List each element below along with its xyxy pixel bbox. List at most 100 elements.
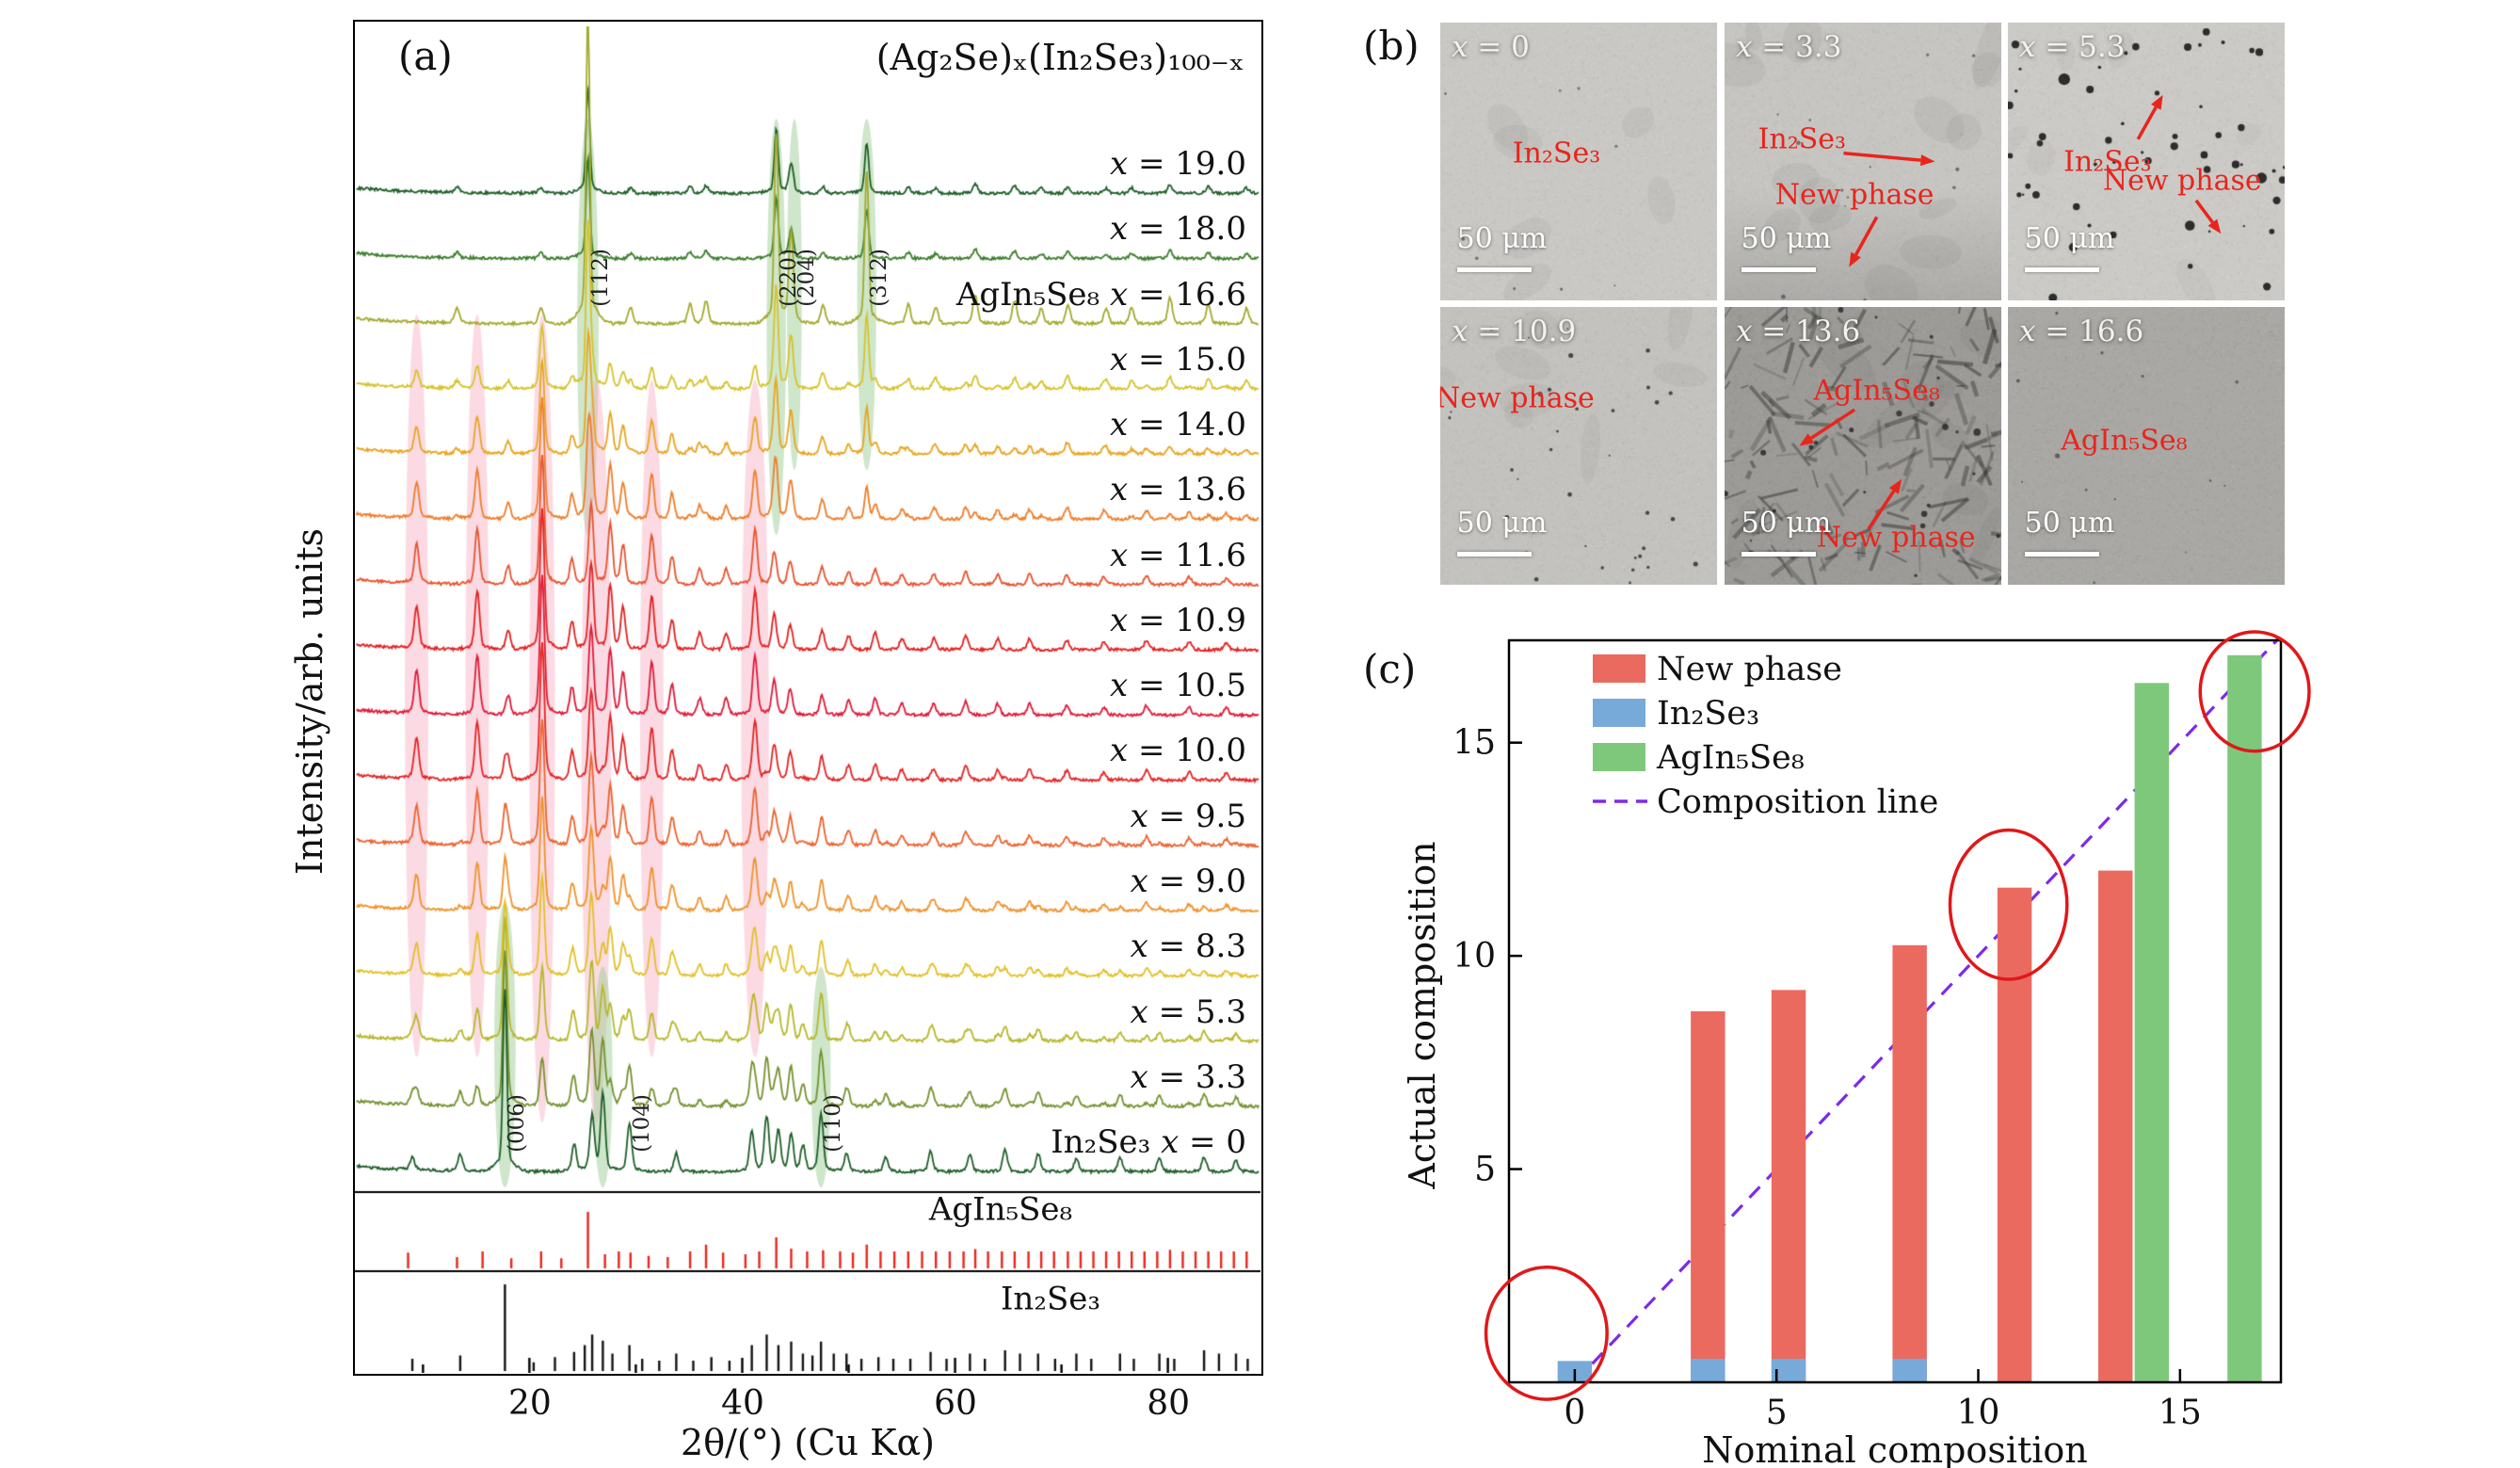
arrow-icon bbox=[1867, 490, 1896, 530]
panel-a: (a) (Ag₂Se)ₓ(In₂Se₃)₁₀₀₋ₓ AgIn₅Se₈ In₂Se… bbox=[353, 20, 1263, 1376]
x-tick-label: 5 bbox=[1766, 1394, 1788, 1432]
panel-b-tag: (b) bbox=[1363, 23, 1420, 69]
scale-bar-label: 50 μm bbox=[2024, 222, 2115, 256]
x-tick-label: 10 bbox=[1957, 1394, 2000, 1432]
peak-label: (204) bbox=[794, 249, 819, 307]
sem-tile-label: x = 0 bbox=[1452, 30, 1530, 64]
curve-label: x = 9.5 bbox=[1130, 797, 1246, 835]
y-tick-label: 5 bbox=[1474, 1151, 1496, 1189]
arrow-head-icon bbox=[1919, 154, 1935, 167]
bar bbox=[2227, 654, 2262, 1382]
highlight-circle bbox=[1948, 828, 2069, 981]
x-tick-label: 20 bbox=[507, 1384, 552, 1423]
curve-label: x = 18.0 bbox=[1110, 210, 1246, 249]
sem-tile-label: x = 13.6 bbox=[1736, 315, 1861, 348]
bar bbox=[1892, 944, 1927, 1382]
panel-a-ylabel: Intensity/arb. units bbox=[289, 527, 331, 876]
sem-arrows bbox=[1799, 408, 1902, 530]
peak-label: (006) bbox=[505, 1094, 530, 1153]
scale-bar-label: 50 μm bbox=[2024, 507, 2115, 540]
panel-a-xlabel: 2θ/(°) (Cu Kα) bbox=[681, 1422, 935, 1463]
legend-label: New phase bbox=[1657, 651, 1842, 688]
sem-image bbox=[1440, 23, 1717, 300]
legend-swatch bbox=[1593, 654, 1645, 683]
peak-label: (104) bbox=[629, 1094, 654, 1153]
arrow-head-icon bbox=[1799, 433, 1815, 446]
sem-image bbox=[1725, 23, 2001, 300]
sem-annotation: AgIn₅Se₈ bbox=[1813, 374, 1940, 407]
scale-bar bbox=[2024, 266, 2099, 272]
sem-annotation: In₂Se₃ bbox=[2063, 145, 2152, 178]
sem-tile: x = 16.6 AgIn₅Se₈ 50 μm bbox=[2008, 307, 2285, 585]
legend-swatch bbox=[1593, 743, 1645, 771]
curve-label: In₂Se₃ x = 0 bbox=[1051, 1123, 1246, 1162]
legend-label: AgIn₅Se₈ bbox=[1656, 739, 1805, 777]
panel-a-title: (Ag₂Se)ₓ(In₂Se₃)₁₀₀₋ₓ bbox=[875, 37, 1244, 78]
sem-tile: x = 3.3 In₂Se₃ New phase 50 μm bbox=[1725, 23, 2001, 300]
bar bbox=[2098, 870, 2133, 1382]
arrow-head-icon bbox=[2151, 94, 2163, 110]
sem-tile: x = 10.9 New phase 50 μm bbox=[1440, 307, 1717, 585]
panel-a-tag: (a) bbox=[398, 33, 453, 79]
curve-label: AgIn₅Se₈ x = 16.6 bbox=[955, 275, 1246, 314]
sem-arrows bbox=[2136, 94, 2222, 234]
sem-annotation: New phase bbox=[1440, 381, 1595, 415]
highlight-circle bbox=[2198, 630, 2311, 753]
scale-bar bbox=[1456, 551, 1532, 557]
sem-annotation: In₂Se₃ bbox=[1758, 122, 1847, 156]
curve-label: x = 10.9 bbox=[1110, 601, 1246, 639]
peak-label: (112) bbox=[587, 249, 613, 307]
bar bbox=[1691, 1011, 1725, 1382]
arrow-head-icon bbox=[2207, 218, 2222, 234]
legend-label: In₂Se₃ bbox=[1657, 695, 1759, 733]
curve-label: x = 3.3 bbox=[1130, 1057, 1246, 1096]
curve-label: x = 8.3 bbox=[1130, 928, 1246, 966]
peak-label: (312) bbox=[866, 249, 891, 307]
sem-image bbox=[2008, 23, 2285, 300]
arrow-icon bbox=[1843, 151, 1921, 162]
curve-label: x = 11.6 bbox=[1110, 536, 1246, 574]
curve-label: x = 14.0 bbox=[1110, 406, 1246, 444]
bar bbox=[2134, 683, 2170, 1382]
arrow-icon bbox=[2136, 105, 2158, 140]
y-tick-label: 15 bbox=[1453, 724, 1496, 763]
sem-tile: x = 0 In₂Se₃ 50 μm bbox=[1440, 23, 1717, 300]
x-tick-label: 0 bbox=[1564, 1394, 1585, 1432]
curve-label: x = 9.0 bbox=[1130, 862, 1246, 900]
scale-bar bbox=[2024, 551, 2099, 557]
sem-image bbox=[2008, 307, 2285, 585]
plot-frame bbox=[1507, 638, 2283, 1384]
sem-tile-label: x = 3.3 bbox=[1736, 30, 1842, 64]
ref-label-agin5se8: AgIn₅Se₈ bbox=[928, 1190, 1073, 1229]
x-tick-label: 15 bbox=[2159, 1394, 2202, 1432]
legend-swatch bbox=[1593, 699, 1645, 727]
curve-label: x = 13.6 bbox=[1110, 471, 1246, 509]
curve-label: x = 5.3 bbox=[1130, 992, 1246, 1031]
peak-label: (110) bbox=[821, 1094, 846, 1153]
arrow-head-icon bbox=[1849, 251, 1861, 267]
panel-c-xlabel: Nominal composition bbox=[1702, 1429, 2088, 1468]
legend-label: Composition line bbox=[1657, 783, 1938, 821]
sem-annotation: AgIn₅Se₈ bbox=[2061, 424, 2188, 458]
sem-annotation: New phase bbox=[1774, 178, 1934, 212]
sem-annotation: New phase bbox=[1816, 521, 1976, 555]
x-tick-label: 40 bbox=[721, 1384, 764, 1423]
panel-c-ylabel: Actual composition bbox=[1402, 841, 1444, 1189]
y-tick-label: 10 bbox=[1453, 937, 1496, 976]
scale-bar-label: 50 μm bbox=[1741, 507, 1832, 540]
scale-bar-label: 50 μm bbox=[1456, 507, 1548, 540]
arrow-head-icon bbox=[1888, 478, 1902, 494]
sem-tile-label: x = 16.6 bbox=[2019, 315, 2144, 348]
sem-tile: x = 13.6 AgIn₅Se₈ New phase 50 μm bbox=[1725, 307, 2001, 585]
sem-tile-label: x = 10.9 bbox=[1452, 315, 1577, 348]
scale-bar bbox=[1741, 266, 1816, 272]
x-tick-label: 80 bbox=[1147, 1384, 1191, 1423]
bar bbox=[1997, 887, 2032, 1382]
arrow-icon bbox=[1854, 216, 1879, 256]
scale-bar bbox=[1456, 266, 1532, 272]
curve-label: x = 10.5 bbox=[1110, 667, 1246, 705]
curve-label: x = 19.0 bbox=[1110, 145, 1246, 183]
curve-label: x = 10.0 bbox=[1110, 732, 1246, 770]
arrow-icon bbox=[2194, 199, 2214, 224]
